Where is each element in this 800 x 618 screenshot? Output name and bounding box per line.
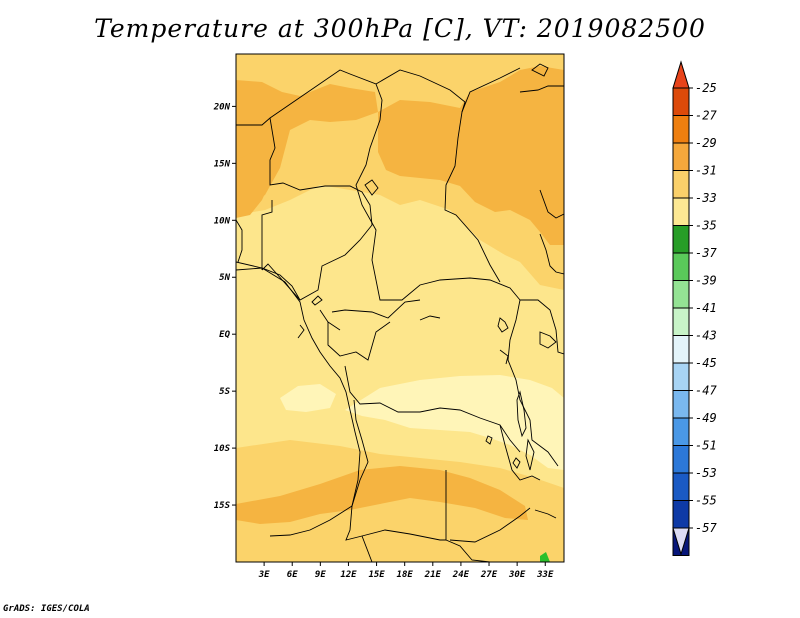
colorbar-label: -39 xyxy=(695,274,717,288)
lon-tick-label: 3E xyxy=(258,570,270,580)
colorbar-segment xyxy=(672,390,690,419)
colorbar-label: -51 xyxy=(695,439,717,453)
colorbar-segment xyxy=(672,280,690,309)
field-minus35-central xyxy=(345,375,564,470)
colorbar-label: -55 xyxy=(695,494,717,508)
lon-tick-label: 9E xyxy=(315,570,326,580)
lon-tick-label: 30E xyxy=(508,570,526,580)
colorbar-label: -31 xyxy=(695,164,717,178)
country-borders xyxy=(236,63,564,562)
colorbar-segment xyxy=(672,252,690,281)
lat-tick-label: 15S xyxy=(214,501,231,511)
colorbar-segment xyxy=(672,500,690,529)
lat-tick-label: 10N xyxy=(214,216,231,226)
lat-tick-label: 5S xyxy=(219,387,230,397)
colorbar-label: -25 xyxy=(695,81,717,95)
colorbar-segment xyxy=(672,307,690,336)
colorbar-segment xyxy=(672,445,690,474)
lon-tick-label: 33E xyxy=(536,570,554,580)
lat-tick-label: EQ xyxy=(219,330,230,340)
colorbar-segment xyxy=(672,87,690,116)
colorbar-top-arrow xyxy=(672,60,690,89)
latitude-axis: 20N 15N 10N 5N EQ 5S 10S 15S xyxy=(213,102,236,511)
colorbar-label: -33 xyxy=(695,191,717,205)
field-minus31-southwest xyxy=(236,528,564,562)
colorbar-segment xyxy=(672,142,690,171)
colorbar-segment xyxy=(672,197,690,226)
colorbar-segment xyxy=(672,225,690,254)
colorbar-label: -41 xyxy=(695,301,717,315)
colorbar-label: -43 xyxy=(695,329,717,343)
lon-tick-label: 15E xyxy=(368,570,385,580)
field-minus29-north-east xyxy=(378,66,564,245)
lat-tick-label: 10S xyxy=(214,444,231,454)
colorbar-label: -49 xyxy=(695,411,717,425)
colorbar: -25 -27 -29 -31 -33 -35 -37 -39 -41 -43 -45 -47 -49 -… xyxy=(672,60,717,556)
field-minus29-south xyxy=(236,466,528,524)
colorbar-segment xyxy=(672,472,690,501)
field-minus29-west-coast xyxy=(236,150,272,218)
map-frame xyxy=(235,53,565,563)
coastline xyxy=(236,261,361,507)
colorbar-label: -37 xyxy=(695,246,717,260)
colorbar-segment xyxy=(672,362,690,391)
colorbar-bottom-arrow xyxy=(672,527,690,556)
lat-tick-label: 5N xyxy=(219,273,230,283)
longitude-axis: 3E 6E 9E 12E 15E 18E 21E 24E 27E 30E 33E xyxy=(258,562,554,580)
colorbar-label: -35 xyxy=(695,219,717,233)
lon-tick-label: 24E xyxy=(452,570,470,580)
lon-tick-label: 18E xyxy=(397,570,414,580)
land-green-patch xyxy=(540,552,550,562)
colorbar-label: -45 xyxy=(695,356,717,370)
field-minus35-west xyxy=(280,384,336,412)
colorbar-segment xyxy=(672,170,690,199)
colorbar-label: -47 xyxy=(695,384,717,398)
colorbar-segment xyxy=(672,335,690,364)
lat-tick-label: 20N xyxy=(213,102,231,112)
lat-tick-label: 15N xyxy=(214,159,231,169)
lon-tick-label: 21E xyxy=(424,570,442,580)
colorbar-segment xyxy=(672,115,690,144)
field-minus29-north-west xyxy=(236,80,378,205)
lon-tick-label: 27E xyxy=(480,570,498,580)
colorbar-segment xyxy=(672,417,690,446)
lon-tick-label: 12E xyxy=(340,570,357,580)
colorbar-label: -27 xyxy=(695,109,717,123)
colorbar-label: -53 xyxy=(695,466,717,480)
lon-tick-label: 6E xyxy=(287,570,298,580)
colorbar-label: -29 xyxy=(695,136,717,150)
grads-credit: GrADS: IGES/COLA xyxy=(3,604,90,614)
temperature-field xyxy=(236,54,564,562)
map-title: Temperature at 300hPa [C], VT: 201908250… xyxy=(94,14,706,43)
colorbar-label: -57 xyxy=(695,521,717,535)
